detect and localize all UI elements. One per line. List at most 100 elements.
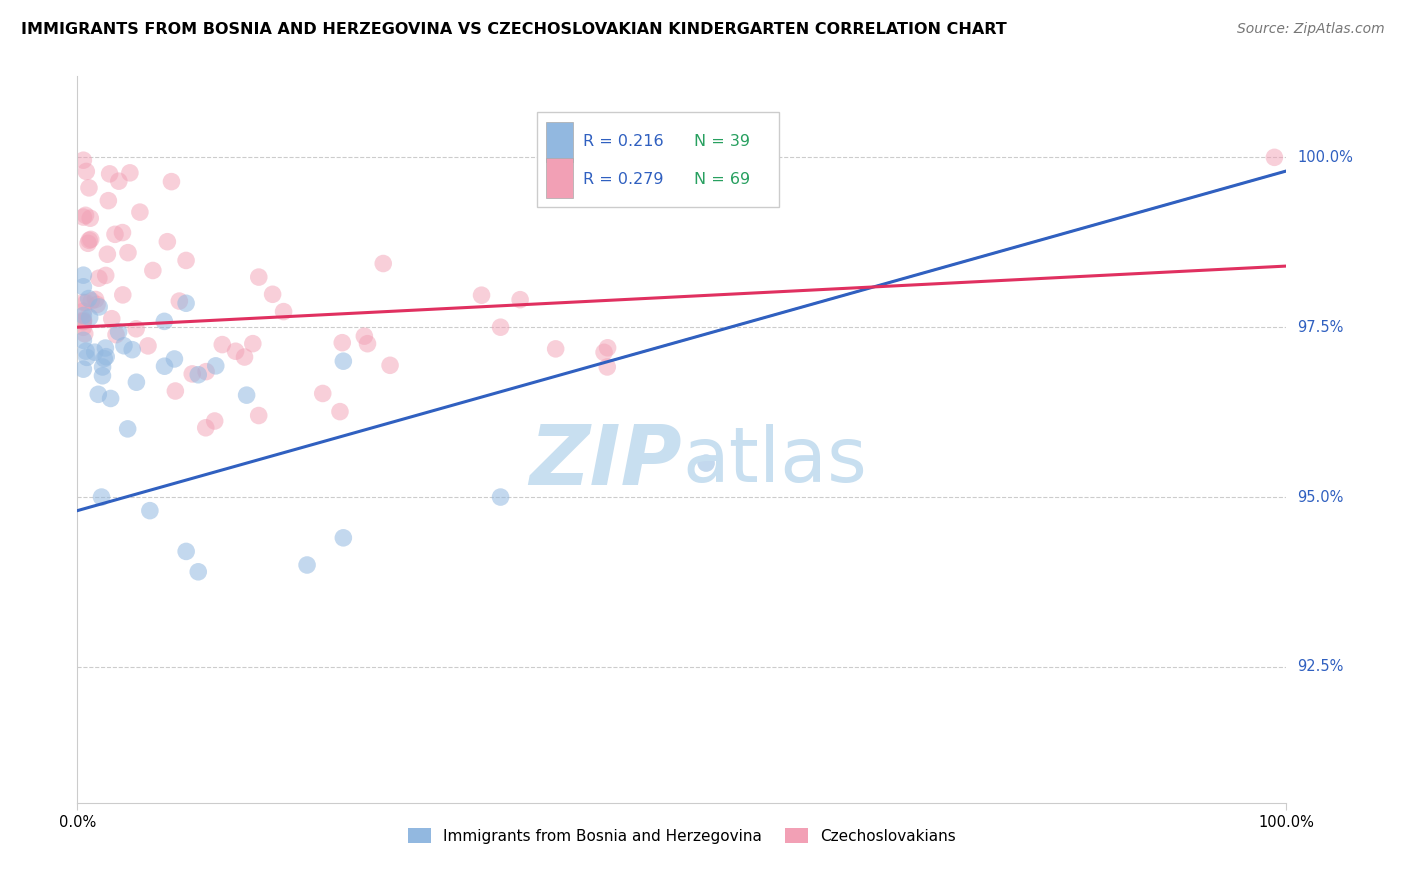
Point xyxy=(89,300,111,314)
Point xyxy=(596,359,619,374)
Point xyxy=(332,354,354,368)
Point xyxy=(596,341,619,355)
Point xyxy=(83,345,105,359)
Point xyxy=(247,409,270,423)
Point xyxy=(353,329,375,343)
Point xyxy=(72,268,94,282)
Point xyxy=(129,205,152,219)
Point xyxy=(489,490,512,504)
FancyBboxPatch shape xyxy=(547,121,574,161)
Point xyxy=(117,422,139,436)
Point xyxy=(76,351,98,365)
Point xyxy=(77,292,100,306)
Point xyxy=(72,320,94,334)
Point xyxy=(72,314,94,328)
Point xyxy=(373,256,395,270)
Point xyxy=(187,368,209,382)
Point xyxy=(105,327,128,342)
Point xyxy=(97,194,120,208)
Point xyxy=(75,208,97,222)
Point xyxy=(73,326,96,341)
Point xyxy=(94,268,117,283)
Point xyxy=(174,296,197,310)
Point xyxy=(72,362,94,376)
Point xyxy=(204,359,226,373)
Text: IMMIGRANTS FROM BOSNIA AND HERZEGOVINA VS CZECHOSLOVAKIAN KINDERGARTEN CORRELATI: IMMIGRANTS FROM BOSNIA AND HERZEGOVINA V… xyxy=(21,22,1007,37)
Point xyxy=(195,365,218,379)
Point xyxy=(72,334,94,348)
Legend: Immigrants from Bosnia and Herzegovina, Czechoslovakians: Immigrants from Bosnia and Herzegovina, … xyxy=(402,822,962,850)
Point xyxy=(204,414,226,428)
Point xyxy=(165,384,187,398)
Point xyxy=(72,210,94,224)
Point xyxy=(72,280,94,294)
Point xyxy=(121,343,143,357)
Point xyxy=(75,295,97,310)
Point xyxy=(107,325,129,339)
Point xyxy=(72,315,94,329)
FancyBboxPatch shape xyxy=(547,158,574,198)
Text: 97.5%: 97.5% xyxy=(1298,319,1344,334)
Point xyxy=(695,456,717,470)
Point xyxy=(247,270,270,285)
Point xyxy=(96,350,118,364)
Point xyxy=(100,311,122,326)
Point xyxy=(332,531,354,545)
Point xyxy=(98,167,121,181)
Point xyxy=(77,236,100,251)
Text: N = 39: N = 39 xyxy=(695,135,749,150)
Point xyxy=(72,295,94,310)
Point xyxy=(117,245,139,260)
Point xyxy=(194,421,217,435)
Point xyxy=(233,350,256,364)
Point xyxy=(84,293,107,307)
Text: N = 69: N = 69 xyxy=(695,171,751,186)
Text: R = 0.279: R = 0.279 xyxy=(582,171,664,186)
Point xyxy=(329,404,352,418)
Point xyxy=(118,166,141,180)
Point xyxy=(108,174,131,188)
Point xyxy=(489,320,512,334)
Text: 100.0%: 100.0% xyxy=(1298,150,1354,165)
Point xyxy=(356,336,378,351)
Point xyxy=(93,351,115,366)
Point xyxy=(72,153,94,168)
Point xyxy=(378,359,401,373)
Point xyxy=(72,304,94,318)
Point xyxy=(104,227,127,242)
Point xyxy=(273,304,295,318)
Point xyxy=(111,226,134,240)
Point xyxy=(80,232,103,246)
Point xyxy=(96,247,118,261)
Point xyxy=(75,344,97,359)
Point xyxy=(187,565,209,579)
Point xyxy=(80,293,103,308)
Point xyxy=(153,359,176,374)
Point xyxy=(72,313,94,327)
Point xyxy=(136,339,159,353)
Point xyxy=(225,344,247,359)
Point xyxy=(139,503,162,517)
Point xyxy=(94,341,117,355)
Point xyxy=(77,181,100,195)
Point xyxy=(156,235,179,249)
Point xyxy=(169,294,191,309)
Point xyxy=(90,490,112,504)
Text: ZIP: ZIP xyxy=(529,421,682,501)
Point xyxy=(87,271,110,285)
Point xyxy=(112,339,135,353)
Point xyxy=(295,558,318,572)
Point xyxy=(79,211,101,226)
Point xyxy=(470,288,492,302)
Point xyxy=(160,175,183,189)
Point xyxy=(174,253,197,268)
Point xyxy=(211,337,233,351)
Point xyxy=(86,297,108,311)
Point xyxy=(163,351,186,366)
Point xyxy=(111,288,134,302)
Point xyxy=(174,544,197,558)
Point xyxy=(235,388,257,402)
Point xyxy=(142,263,165,277)
Point xyxy=(153,314,176,328)
Point xyxy=(544,342,567,356)
